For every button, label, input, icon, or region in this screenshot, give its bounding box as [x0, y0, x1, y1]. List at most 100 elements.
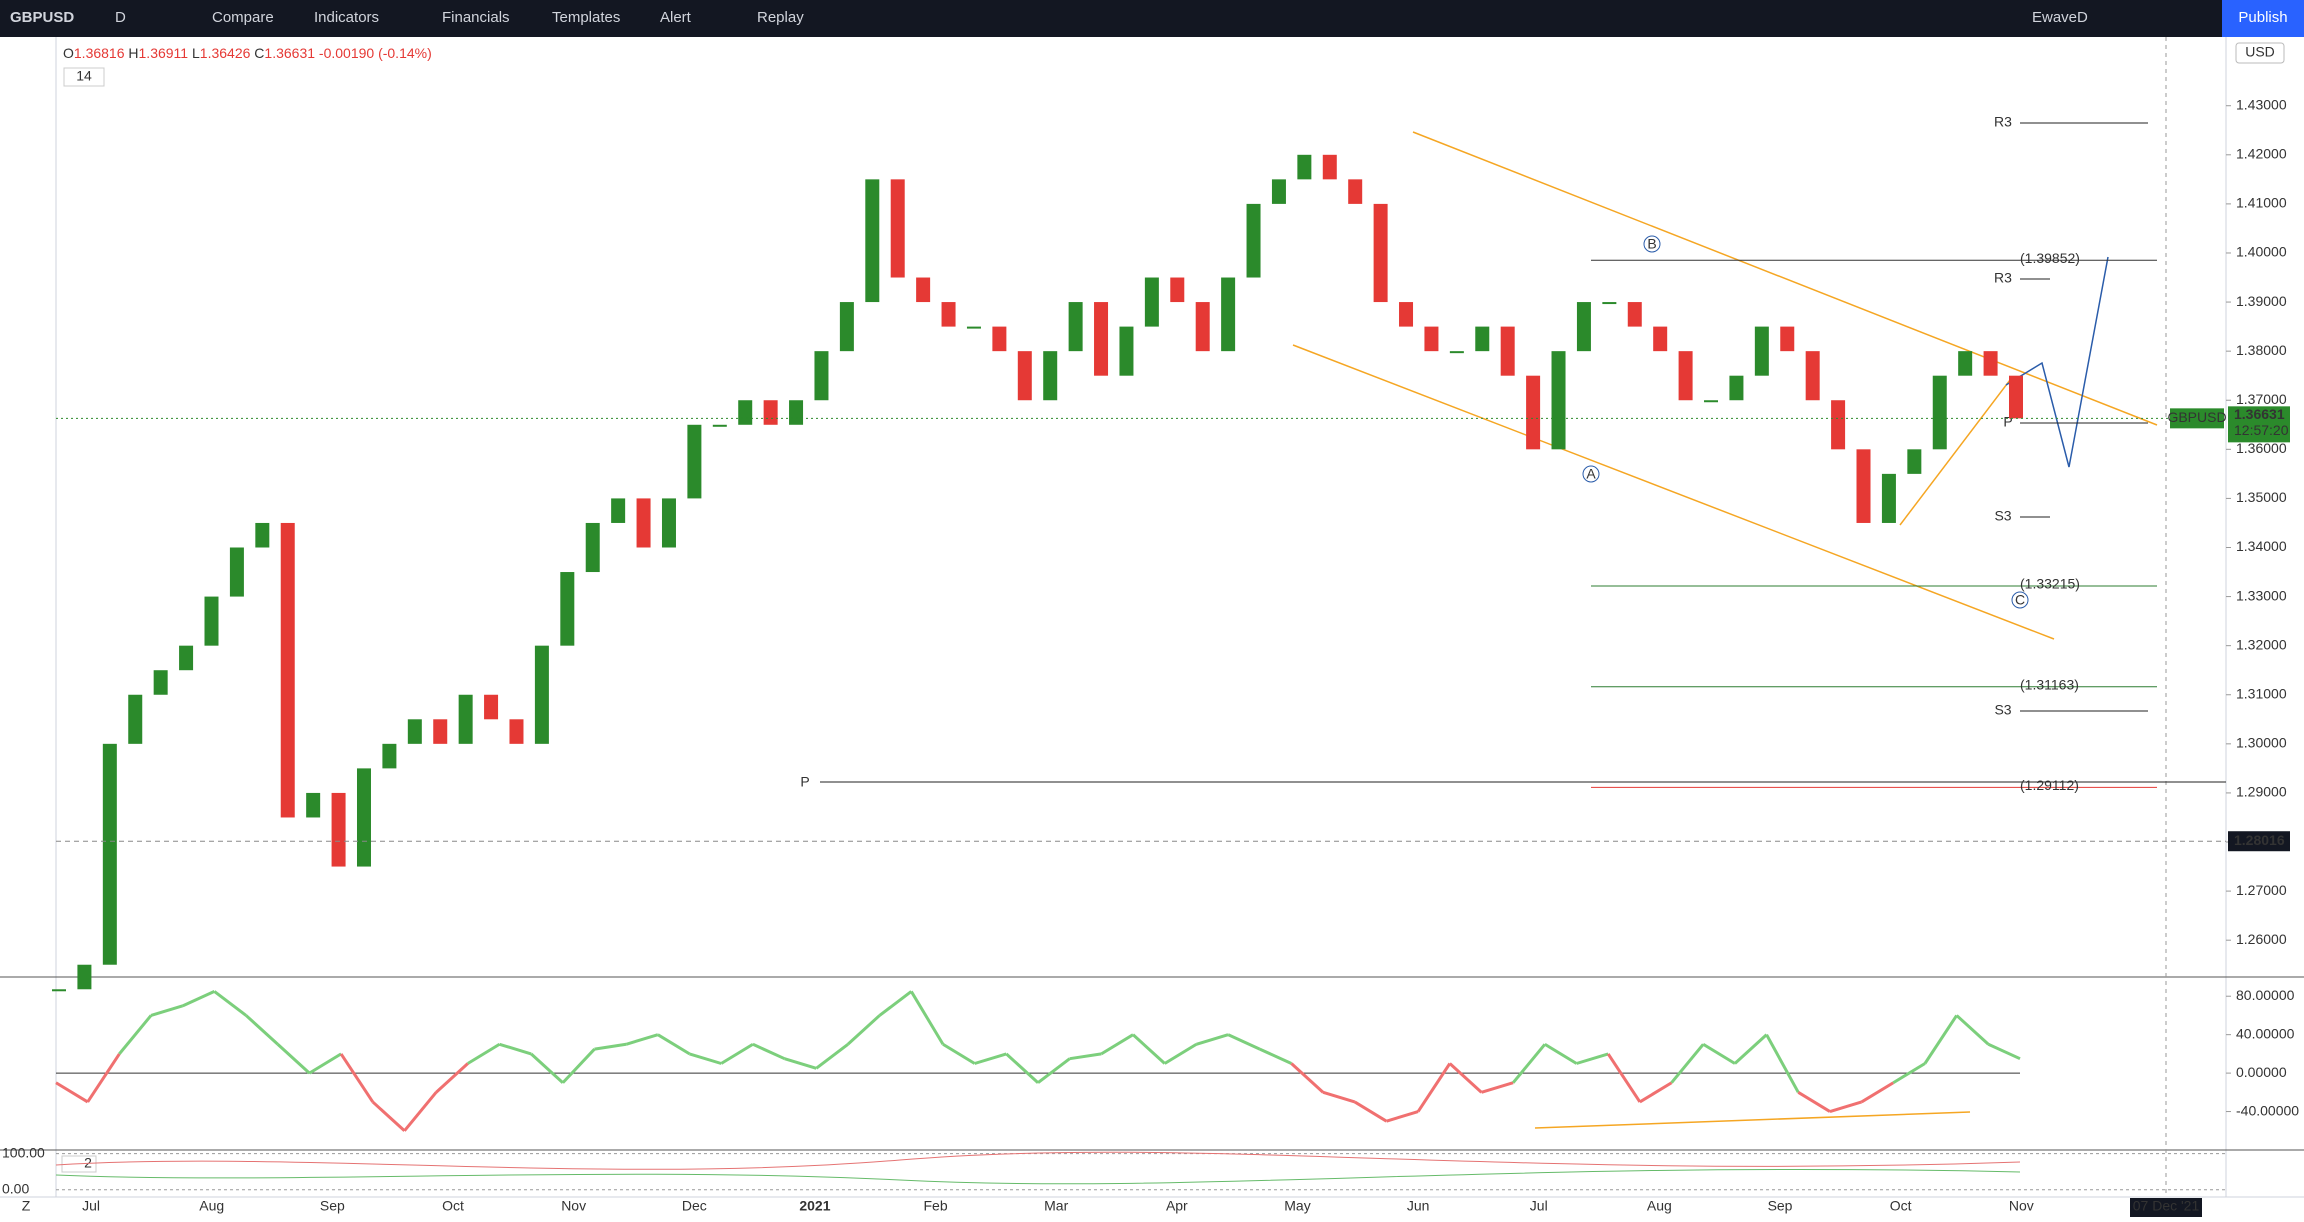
user[interactable]: EwaveD: [2032, 9, 2088, 26]
osc-segment: [1923, 1014, 1958, 1065]
candle: [814, 351, 829, 401]
osc-segment: [403, 1091, 438, 1132]
candle: [331, 792, 346, 867]
osc-segment: [1797, 1091, 1831, 1113]
crosshair-price: 1.28016: [2234, 832, 2285, 848]
osc-segment: [1702, 1042, 1736, 1065]
candle: [687, 424, 702, 499]
publish[interactable]: Publish: [2238, 9, 2287, 26]
osc-segment: [213, 990, 247, 1017]
level-label: (1.39852): [2020, 250, 2080, 266]
pivot-label: R3: [1994, 114, 2012, 130]
candle: [738, 400, 753, 425]
candle: [255, 522, 270, 548]
lower-lines: [55, 1168, 2021, 1185]
candle: [839, 302, 854, 352]
candle: [1805, 351, 1820, 401]
y-tick-label: 1.34000: [2236, 538, 2287, 554]
pivot-label: P: [800, 774, 809, 790]
alert[interactable]: Alert: [660, 9, 692, 26]
level-label: (1.29112): [2020, 777, 2079, 793]
candle: [1907, 449, 1922, 474]
wave-circle: [1643, 235, 1661, 253]
osc-segment: [118, 1014, 153, 1055]
candle: [1856, 449, 1871, 523]
candle: [1297, 154, 1312, 180]
candle: [1932, 375, 1947, 450]
candle: [1068, 302, 1083, 352]
candle: [1170, 277, 1185, 303]
x-tick-label: Aug: [1647, 1198, 1672, 1214]
osc-segment: [1132, 1033, 1166, 1065]
candle: [128, 694, 143, 744]
x-tick-label: Oct: [442, 1198, 464, 1214]
compare[interactable]: Compare: [212, 9, 274, 26]
candle: [992, 326, 1007, 352]
currency: USD: [2245, 44, 2275, 60]
osc-segment: [1892, 1062, 1926, 1085]
lower-lines: [55, 1151, 2021, 1170]
y-tick-label: 1.26000: [2236, 931, 2287, 947]
osc-segment: [1955, 1014, 1990, 1046]
replay[interactable]: Replay: [757, 9, 804, 26]
crosshair-tag: [2228, 831, 2290, 852]
indicators[interactable]: Indicators: [314, 9, 379, 26]
osc-tick-label: -40.00000: [2236, 1102, 2299, 1118]
x-tick-label: Dec: [682, 1198, 707, 1214]
osc-segment: [1195, 1033, 1229, 1046]
wave-label: B: [1647, 236, 1656, 252]
osc-segment: [1227, 1033, 1261, 1051]
osc-segment: [1860, 1081, 1895, 1104]
candle: [356, 768, 371, 867]
x-tick-label: Sep: [320, 1198, 345, 1214]
candle: [534, 645, 549, 744]
osc-segment: [974, 1052, 1007, 1065]
last-price-tag: [2228, 406, 2290, 443]
wave-circle: [1582, 465, 1600, 483]
x-tick-label: Jul: [1530, 1198, 1548, 1214]
wave-label: A: [1586, 466, 1596, 482]
interval[interactable]: D: [115, 9, 126, 26]
osc-segment: [594, 1042, 627, 1051]
x-tick-label: May: [1284, 1198, 1310, 1214]
publish-button[interactable]: [2222, 0, 2304, 37]
symbol-tag: [2170, 408, 2224, 429]
osc-segment: [245, 1014, 279, 1046]
osc-tick-label: 0.00000: [2236, 1064, 2287, 1080]
candle: [1983, 351, 1998, 376]
currency-box[interactable]: [2235, 42, 2285, 64]
y-tick-label: 1.27000: [2236, 882, 2287, 898]
candle: [1424, 326, 1439, 352]
y-tick-label: 1.42000: [2236, 146, 2287, 162]
candle: [458, 694, 473, 744]
osc-tick-label: 80.00000: [2236, 987, 2295, 1003]
candle: [433, 719, 448, 744]
y-tick-label: 1.39000: [2236, 293, 2287, 309]
osc-segment: [182, 990, 216, 1008]
osc-segment: [1353, 1100, 1388, 1123]
candle: [1526, 375, 1541, 450]
candle: [2009, 375, 2023, 419]
x-tick-label: 2021: [799, 1198, 830, 1214]
osc-segment: [942, 1042, 976, 1065]
financials[interactable]: Financials: [442, 9, 510, 26]
toolbar-items: GBPUSD D Compare Indicators Financials T…: [10, 0, 2304, 37]
candle: [966, 326, 981, 329]
osc-segment: [910, 990, 945, 1046]
candle: [763, 400, 778, 425]
lower-tick-label: 100.00: [2, 1144, 45, 1160]
candle: [1729, 375, 1744, 401]
x-tick-label: Jul: [82, 1198, 100, 1214]
templates[interactable]: Templates: [552, 9, 620, 26]
osc-segment: [1037, 1057, 1071, 1084]
candle: [916, 277, 931, 303]
osc-segment: [1733, 1033, 1768, 1065]
last-price: 1.36631: [2234, 406, 2285, 422]
osc-segment: [1987, 1042, 2021, 1061]
candle: [102, 743, 117, 965]
osc-segment: [625, 1033, 659, 1046]
symbol[interactable]: GBPUSD: [10, 9, 74, 26]
y-tick-label: 1.30000: [2236, 735, 2287, 751]
period-box[interactable]: [63, 67, 105, 87]
osc-tick-label: 40.00000: [2236, 1025, 2295, 1041]
